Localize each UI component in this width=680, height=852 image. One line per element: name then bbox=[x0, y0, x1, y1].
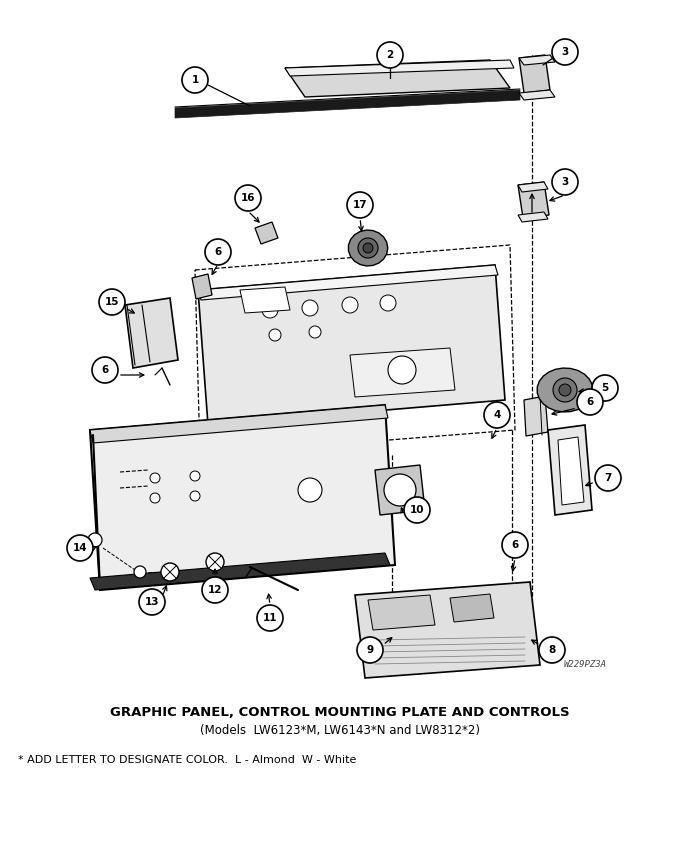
Polygon shape bbox=[537, 368, 593, 412]
Circle shape bbox=[309, 326, 321, 338]
Circle shape bbox=[347, 192, 373, 218]
Circle shape bbox=[88, 533, 102, 547]
Polygon shape bbox=[198, 265, 505, 425]
Circle shape bbox=[357, 637, 383, 663]
Polygon shape bbox=[519, 55, 555, 65]
Polygon shape bbox=[524, 396, 548, 436]
Circle shape bbox=[539, 637, 565, 663]
Circle shape bbox=[99, 289, 125, 315]
Polygon shape bbox=[519, 90, 555, 100]
Text: 13: 13 bbox=[145, 597, 159, 607]
Circle shape bbox=[205, 239, 231, 265]
Polygon shape bbox=[175, 90, 520, 118]
Text: GRAPHIC PANEL, CONTROL MOUNTING PLATE AND CONTROLS: GRAPHIC PANEL, CONTROL MOUNTING PLATE AN… bbox=[110, 706, 570, 719]
Text: W229PZ3A: W229PZ3A bbox=[564, 660, 607, 669]
Circle shape bbox=[553, 378, 577, 402]
Polygon shape bbox=[519, 55, 550, 93]
Polygon shape bbox=[355, 582, 540, 678]
Circle shape bbox=[92, 357, 118, 383]
Polygon shape bbox=[375, 465, 425, 515]
Circle shape bbox=[190, 491, 200, 501]
Circle shape bbox=[377, 42, 403, 68]
Polygon shape bbox=[518, 182, 549, 218]
Circle shape bbox=[552, 169, 578, 195]
Circle shape bbox=[257, 605, 283, 631]
Text: * ADD LETTER TO DESIGNATE COLOR.  L - Almond  W - White: * ADD LETTER TO DESIGNATE COLOR. L - Alm… bbox=[18, 755, 356, 765]
Text: 3: 3 bbox=[562, 47, 568, 57]
Circle shape bbox=[595, 465, 621, 491]
Circle shape bbox=[502, 532, 528, 558]
Circle shape bbox=[380, 295, 396, 311]
Circle shape bbox=[269, 329, 281, 341]
Text: 6: 6 bbox=[586, 397, 594, 407]
Polygon shape bbox=[558, 437, 584, 505]
Polygon shape bbox=[90, 405, 395, 590]
Text: 6: 6 bbox=[214, 247, 222, 257]
Polygon shape bbox=[90, 553, 390, 590]
Circle shape bbox=[592, 375, 618, 401]
Polygon shape bbox=[255, 222, 278, 244]
Text: 3: 3 bbox=[562, 177, 568, 187]
Circle shape bbox=[384, 474, 416, 506]
Polygon shape bbox=[285, 60, 510, 97]
Text: 5: 5 bbox=[601, 383, 609, 393]
Circle shape bbox=[577, 389, 603, 415]
Circle shape bbox=[182, 67, 208, 93]
Text: 15: 15 bbox=[105, 297, 119, 307]
Text: 4: 4 bbox=[493, 410, 500, 420]
Circle shape bbox=[235, 185, 261, 211]
Polygon shape bbox=[125, 298, 178, 368]
Text: 11: 11 bbox=[262, 613, 277, 623]
Text: (Models  LW6123*M, LW6143*N and LW8312*2): (Models LW6123*M, LW6143*N and LW8312*2) bbox=[200, 724, 480, 737]
Circle shape bbox=[134, 566, 146, 578]
Polygon shape bbox=[450, 594, 494, 622]
Polygon shape bbox=[285, 60, 514, 76]
Circle shape bbox=[302, 300, 318, 316]
Polygon shape bbox=[368, 595, 435, 630]
Text: 2: 2 bbox=[386, 50, 394, 60]
Circle shape bbox=[363, 243, 373, 253]
Text: 16: 16 bbox=[241, 193, 255, 203]
Polygon shape bbox=[348, 230, 388, 266]
Polygon shape bbox=[240, 287, 290, 313]
Polygon shape bbox=[90, 405, 388, 443]
Polygon shape bbox=[518, 212, 548, 222]
Text: 9: 9 bbox=[367, 645, 373, 655]
Polygon shape bbox=[518, 182, 548, 192]
Circle shape bbox=[388, 356, 416, 384]
Circle shape bbox=[484, 402, 510, 428]
Circle shape bbox=[150, 493, 160, 503]
Polygon shape bbox=[192, 274, 212, 299]
Circle shape bbox=[150, 473, 160, 483]
Circle shape bbox=[342, 297, 358, 313]
Circle shape bbox=[190, 471, 200, 481]
Polygon shape bbox=[198, 265, 498, 300]
Circle shape bbox=[139, 589, 165, 615]
Text: 6: 6 bbox=[511, 540, 519, 550]
Circle shape bbox=[202, 577, 228, 603]
Circle shape bbox=[206, 553, 224, 571]
Text: 14: 14 bbox=[73, 543, 87, 553]
Text: 10: 10 bbox=[410, 505, 424, 515]
Polygon shape bbox=[350, 348, 455, 397]
Circle shape bbox=[67, 535, 93, 561]
Text: 7: 7 bbox=[605, 473, 612, 483]
Circle shape bbox=[298, 478, 322, 502]
Text: 17: 17 bbox=[353, 200, 367, 210]
Text: 8: 8 bbox=[548, 645, 556, 655]
Circle shape bbox=[552, 39, 578, 65]
Circle shape bbox=[358, 238, 378, 258]
Polygon shape bbox=[548, 425, 592, 515]
Text: 6: 6 bbox=[101, 365, 109, 375]
Text: 12: 12 bbox=[208, 585, 222, 595]
Circle shape bbox=[559, 384, 571, 396]
Text: 1: 1 bbox=[191, 75, 199, 85]
Circle shape bbox=[161, 563, 179, 581]
Circle shape bbox=[262, 302, 278, 318]
Circle shape bbox=[404, 497, 430, 523]
